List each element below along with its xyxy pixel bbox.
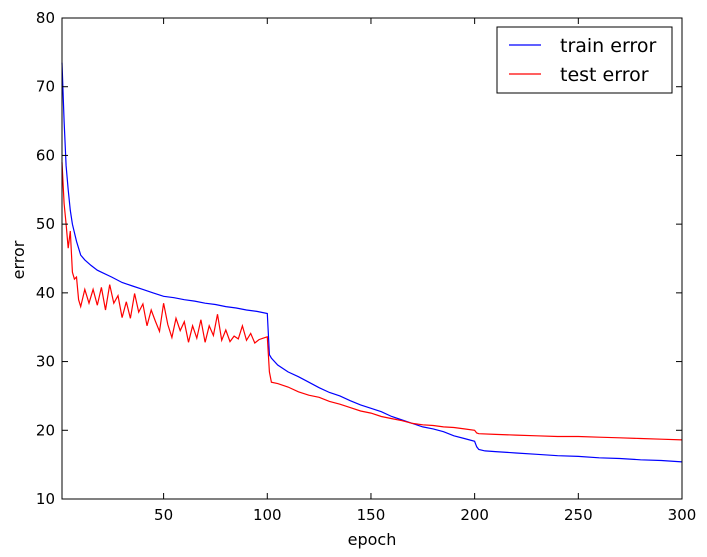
x-tick-label: 300 (668, 506, 697, 524)
plot-frame (61, 17, 683, 500)
y-tick-label: 20 (36, 421, 55, 439)
legend-label-test-error: test error (560, 64, 649, 86)
plot-background (62, 18, 682, 499)
series-line-train-error (61, 62, 683, 463)
x-axis-label: epoch (348, 530, 397, 549)
series-line-test-error (61, 162, 683, 441)
x-tick-label: 150 (357, 506, 386, 524)
y-tick-label: 40 (36, 284, 55, 302)
y-tick-label: 70 (36, 78, 55, 96)
legend-label-train-error: train error (560, 35, 656, 57)
x-tick-label: 200 (460, 506, 489, 524)
x-tick-label: 50 (154, 506, 173, 524)
y-tick-label: 60 (36, 146, 55, 164)
y-tick-label: 80 (36, 9, 55, 27)
y-axis-label: error (9, 240, 28, 279)
legend-frame (496, 26, 673, 94)
x-tick-label: 250 (564, 506, 593, 524)
y-tick-label: 50 (36, 215, 55, 233)
ticks-layer: 50 100 150 200 250 300 10 20 30 40 50 60 70 80 (36, 9, 696, 524)
series-layer (61, 62, 683, 463)
y-tick-label: 30 (36, 353, 55, 371)
y-tick-label: 10 (36, 490, 55, 508)
x-tick-label: 100 (253, 506, 282, 524)
legend: train error test error (496, 26, 673, 94)
